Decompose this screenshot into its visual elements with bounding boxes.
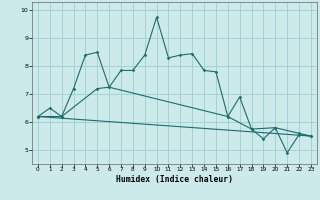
X-axis label: Humidex (Indice chaleur): Humidex (Indice chaleur) [116,175,233,184]
